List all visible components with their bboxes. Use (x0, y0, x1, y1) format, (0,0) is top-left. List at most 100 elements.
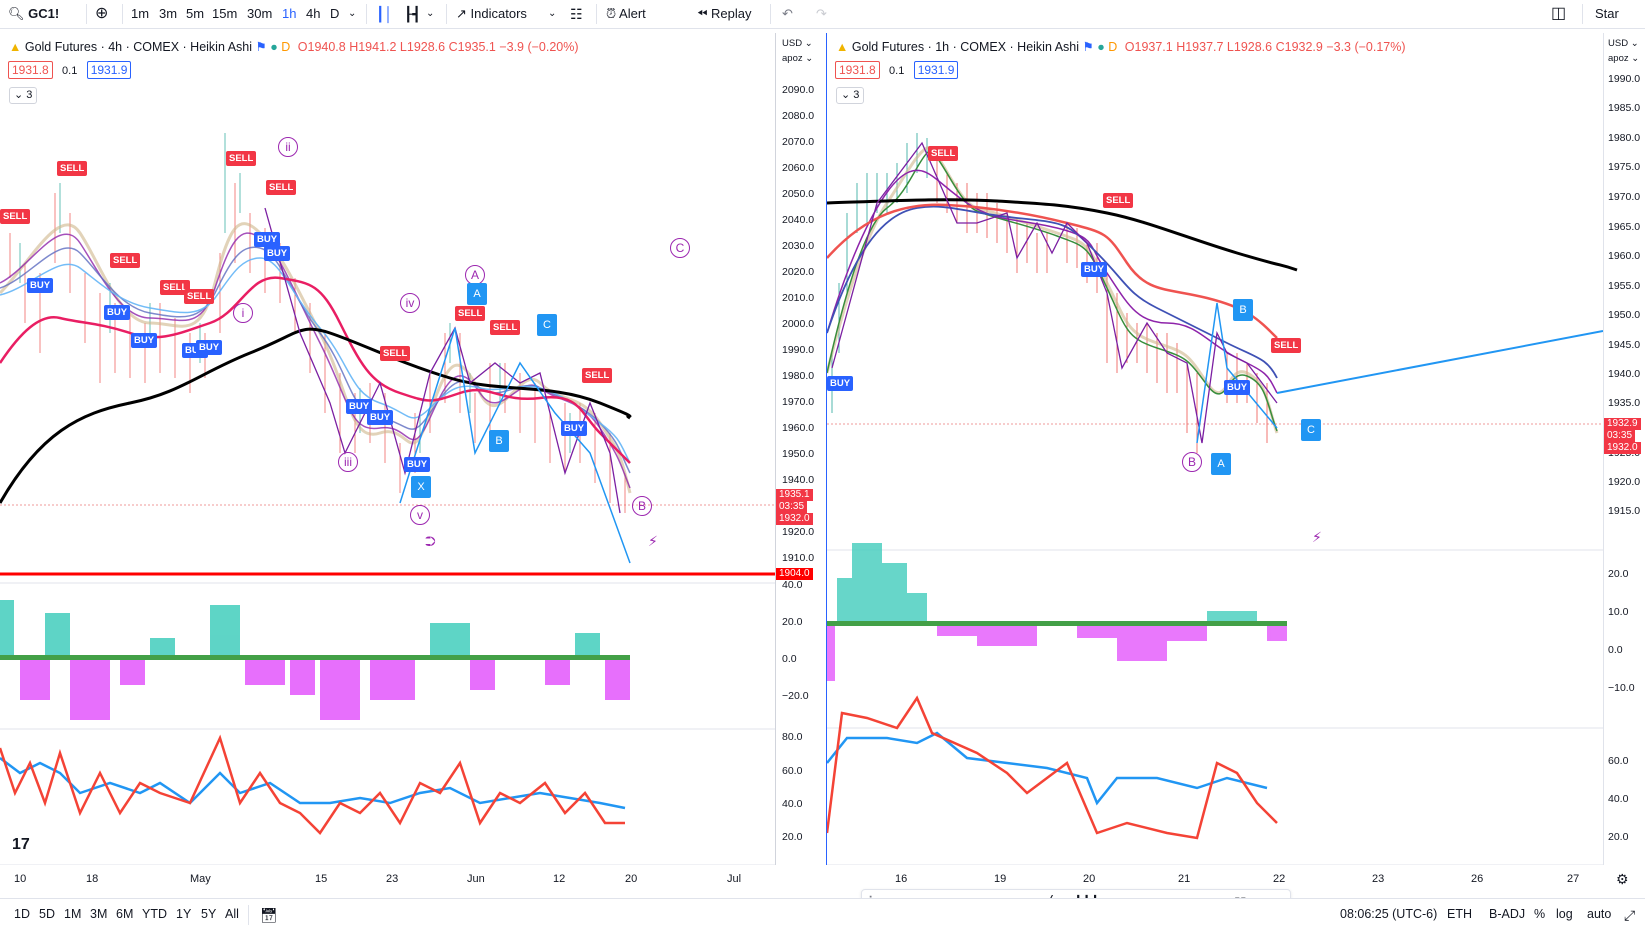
redo-icon[interactable]: ↷ (816, 6, 827, 21)
price-tick: 2010.0 (782, 292, 815, 304)
range-all[interactable]: All (225, 907, 239, 921)
search-icon: 🔍︎ (8, 6, 25, 21)
sell-signal: SELL (380, 346, 411, 361)
range-ytd[interactable]: YTD (142, 907, 167, 921)
left-chart-canvas[interactable] (0, 33, 775, 865)
left-chart-pane[interactable]: ▲ Gold Futures · 4h · COMEX · Heikin Ash… (0, 33, 776, 885)
range-5d[interactable]: 5D (39, 907, 55, 921)
time-label: 22 (1273, 873, 1286, 885)
tf-15m[interactable]: 15m (212, 6, 238, 21)
osc-tick: 0.0 (1608, 644, 1623, 656)
goto-icon[interactable]: ⮊ (425, 533, 436, 549)
right-legend[interactable]: ▲ Gold Futures · 1h · COMEX · Heikin Ash… (836, 39, 1406, 54)
sell-signal: SELL (266, 180, 297, 195)
time-label: 12 (553, 873, 566, 885)
price-tick: 2080.0 (782, 110, 815, 122)
wave-label: v (410, 505, 430, 525)
lightning-icon[interactable]: ⚡︎ (1312, 529, 1322, 545)
percent-toggle[interactable]: % (1534, 907, 1546, 921)
left-symbol-title: Gold Futures · 4h · COMEX · Heikin Ashi (24, 40, 253, 54)
top-toolbar: 🔍︎ GC1! ⊕ 1m 3m 5m 15m 30m 1h 4h D ⌄ ┃│ … (0, 0, 1645, 29)
left-legend[interactable]: ▲ Gold Futures · 4h · COMEX · Heikin Ash… (9, 39, 579, 54)
buy-price-button[interactable]: 1931.9 (86, 61, 132, 79)
range-5y[interactable]: 5Y (201, 907, 217, 921)
chevron-down-icon[interactable]: ⌄ (348, 8, 357, 19)
auto-toggle[interactable]: auto (1587, 907, 1612, 921)
buy-signal: BUY (131, 333, 158, 348)
buy-price-button[interactable]: 1931.9 (913, 61, 959, 79)
candles-icon[interactable]: ┃│ (376, 6, 394, 22)
right-chart-pane[interactable]: ▲ Gold Futures · 1h · COMEX · Heikin Ash… (827, 33, 1603, 885)
pattern-point: A (467, 283, 487, 305)
symbol-search[interactable]: 🔍︎ GC1! (8, 5, 59, 23)
unit-selector[interactable]: apoz ⌄ (782, 53, 814, 64)
buy-signal: BUY (196, 340, 223, 355)
data-status-dot: ● (270, 40, 278, 54)
sell-price-button[interactable]: 1931.8 (8, 61, 53, 79)
fullscreen-icon[interactable]: ⤢ (1624, 907, 1636, 923)
collapse-count: 3 (26, 89, 33, 101)
star-label[interactable]: Star (1595, 6, 1619, 21)
legend-collapse-button[interactable]: ⌄ 3 (9, 87, 38, 104)
settings-icon[interactable]: ⚙︎ (1616, 871, 1629, 887)
templates-icon[interactable]: ☷ (570, 6, 583, 22)
tf-1h[interactable]: 1h (282, 6, 297, 21)
sell-price-button[interactable]: 1931.8 (835, 61, 880, 79)
sell-signal: SELL (110, 253, 141, 268)
session-toggle[interactable]: ETH (1447, 907, 1472, 921)
bars-icon[interactable]: ┠┫ (404, 6, 421, 22)
range-1d[interactable]: 1D (14, 907, 30, 921)
unit-selector[interactable]: apoz ⌄ (1608, 53, 1640, 64)
price-tick: 1935.0 (1608, 397, 1641, 409)
tf-d[interactable]: D (330, 6, 340, 21)
tf-5m[interactable]: 5m (186, 6, 205, 21)
currency-selector[interactable]: USD ⌄ (1608, 38, 1639, 49)
undo-icon[interactable]: ↶ (782, 6, 793, 21)
replay-button[interactable]: ⏪︎ Replay (697, 5, 752, 23)
rsi-tick: 80.0 (782, 731, 803, 743)
alert-button[interactable]: ⏰︎ Alert (606, 5, 646, 23)
calendar-icon[interactable]: 📅︎ (260, 907, 278, 923)
alert-label: Alert (619, 6, 646, 21)
wave-label: ii (278, 137, 298, 157)
chevron-down-icon[interactable]: ⌄ (548, 8, 557, 19)
gold-logo-icon: ▲ (9, 40, 22, 54)
layout-icon[interactable]: ◫ (1551, 5, 1567, 22)
wave-label: iv (400, 293, 420, 313)
adjust-toggle[interactable]: B-ADJ (1489, 907, 1526, 921)
right-price-axis[interactable]: USD ⌄ apoz ⌄ 1990.0 1985.0 1980.0 1975.0… (1603, 33, 1645, 887)
range-1m[interactable]: 1M (64, 907, 82, 921)
osc-tick: 10.0 (1608, 606, 1629, 618)
clock-time[interactable]: 08:06:25 (UTC-6) (1340, 907, 1438, 921)
rsi-tick: 60.0 (782, 765, 803, 777)
price-tick: 1945.0 (1608, 339, 1641, 351)
chevron-down-icon[interactable]: ⌄ (426, 8, 435, 19)
price-tick: 2030.0 (782, 240, 815, 252)
range-6m[interactable]: 6M (116, 907, 134, 921)
lightning-icon[interactable]: ⚡︎ (648, 533, 658, 549)
time-label: 27 (1567, 873, 1580, 885)
tf-4h[interactable]: 4h (306, 6, 321, 21)
currency-selector[interactable]: USD ⌄ (782, 38, 813, 49)
add-symbol-icon[interactable]: ⊕ (95, 5, 109, 22)
buy-signal: BUY (367, 410, 394, 425)
time-label: 15 (315, 873, 328, 885)
range-3m[interactable]: 3M (90, 907, 108, 921)
delay-badge: D (281, 40, 291, 54)
tf-30m[interactable]: 30m (247, 6, 273, 21)
price-tick: 2040.0 (782, 214, 815, 226)
spread-value: 0.1 (62, 65, 78, 77)
price-tick: 1975.0 (1608, 161, 1641, 173)
log-toggle[interactable]: log (1556, 907, 1573, 921)
range-1y[interactable]: 1Y (176, 907, 192, 921)
right-chart-canvas[interactable] (827, 33, 1603, 865)
tf-1m[interactable]: 1m (131, 6, 150, 21)
buy-signal: BUY (404, 457, 431, 472)
left-price-axis[interactable]: USD ⌄ apoz ⌄ 2090.0 2080.0 2070.0 2060.0… (776, 33, 828, 865)
tf-3m[interactable]: 3m (159, 6, 178, 21)
pattern-point: A (1211, 453, 1231, 475)
legend-collapse-button[interactable]: ⌄ 3 (836, 87, 865, 104)
sell-signal: SELL (160, 280, 191, 295)
indicators-button[interactable]: ↗︎ Indicators (456, 5, 527, 23)
alarm-clock-icon: ⏰︎ (606, 6, 617, 21)
